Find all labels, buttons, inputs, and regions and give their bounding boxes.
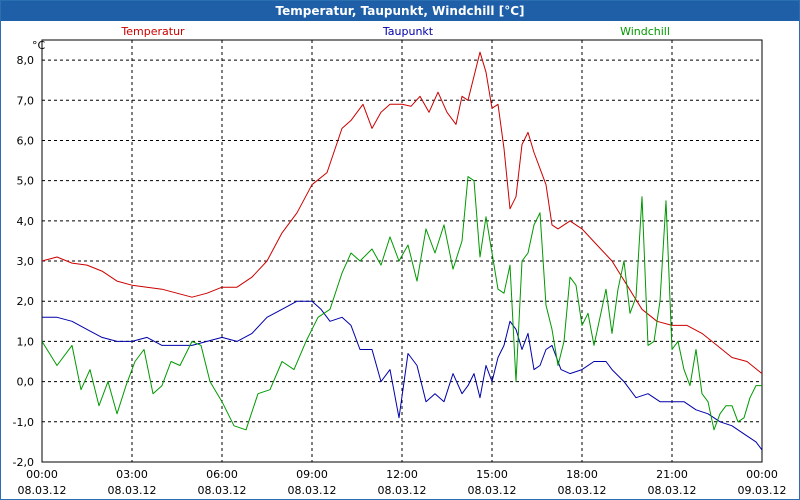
y-axis-label: °C [32, 39, 46, 52]
y-tick-label-3: 1,0 [17, 335, 35, 348]
y-tick-label-0: -2,0 [13, 456, 34, 469]
x-tick-time-8: 00:00 [746, 468, 778, 481]
legend-item-taupunkt: Taupunkt [382, 25, 434, 38]
y-tick-label-5: 3,0 [17, 255, 35, 268]
x-tick-date-5: 08.03.12 [468, 484, 517, 497]
series-line-taupunkt [42, 300, 763, 451]
legend-item-windchill: Windchill [620, 25, 670, 38]
x-tick-date-2: 08.03.12 [198, 484, 247, 497]
series-line-temperatur [41, 51, 763, 374]
x-tick-date-4: 08.03.12 [378, 484, 427, 497]
x-tick-date-7: 08.03.12 [648, 484, 697, 497]
y-tick-label-1: -1,0 [13, 416, 34, 429]
y-tick-label-8: 6,0 [17, 134, 35, 147]
series-line-windchill [41, 176, 762, 431]
x-tick-time-5: 15:00 [476, 468, 508, 481]
series-layer [41, 51, 763, 451]
y-tick-label-10: 8,0 [17, 54, 35, 67]
x-tick-time-3: 09:00 [296, 468, 328, 481]
y-tick-label-6: 4,0 [17, 215, 35, 228]
x-tick-date-0: 08.03.12 [18, 484, 67, 497]
x-tick-date-3: 08.03.12 [288, 484, 337, 497]
window-title: Temperatur, Taupunkt, Windchill [°C] [1, 1, 799, 21]
legend-item-temperatur: Temperatur [120, 25, 185, 38]
plot-border [41, 39, 763, 463]
y-tick-label-7: 5,0 [17, 175, 35, 188]
x-tick-time-4: 12:00 [386, 468, 418, 481]
x-tick-date-1: 08.03.12 [108, 484, 157, 497]
x-tick-time-7: 21:00 [656, 468, 688, 481]
x-tick-time-6: 18:00 [566, 468, 598, 481]
y-tick-label-9: 7,0 [17, 94, 35, 107]
x-tick-date-8: 09.03.12 [738, 484, 787, 497]
y-tick-label-2: 0,0 [17, 376, 35, 389]
y-axis-ticks: -2,0 -1,0 0,0 1,0 2,0 3,0 4,0 5,0 6,0 7,0 8,0 [13, 54, 34, 469]
x-tick-time-2: 06:00 [206, 468, 238, 481]
x-tick-time-0: 00:00 [26, 468, 58, 481]
x-tick-date-6: 08.03.12 [558, 484, 607, 497]
x-tick-time-1: 03:00 [116, 468, 148, 481]
legend: Temperatur Taupunkt Windchill [120, 25, 670, 38]
y-tick-label-4: 2,0 [17, 295, 35, 308]
x-axis-ticks: 00:00 08.03.12 03:00 08.03.12 06:00 08.03.12 0… [18, 468, 787, 497]
